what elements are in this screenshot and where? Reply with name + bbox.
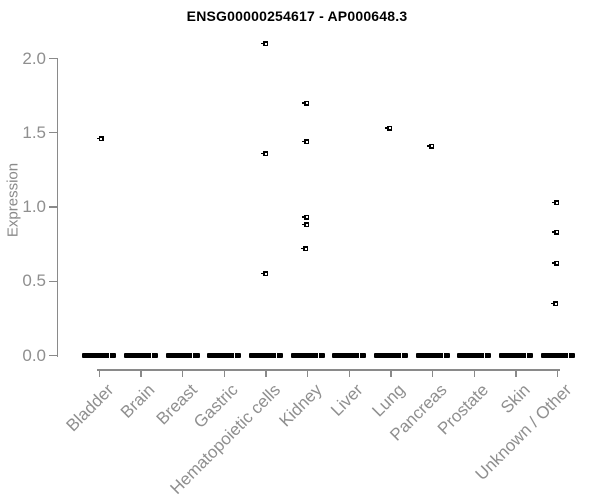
x-tick-mark: [223, 369, 225, 378]
zero-expression-cluster: [123, 353, 158, 358]
data-point: [552, 200, 560, 206]
x-tick-label: Kidney: [275, 380, 326, 431]
data-point: [302, 222, 310, 228]
x-tick-mark: [390, 369, 392, 378]
zero-expression-cluster: [457, 353, 492, 358]
y-tick-mark: [48, 280, 57, 282]
x-tick-label: Bladder: [62, 380, 118, 436]
y-tick-label: 0.0: [22, 345, 46, 365]
zero-expression-cluster: [248, 353, 283, 358]
y-tick-label: 2.0: [22, 48, 46, 68]
zero-expression-cluster: [165, 353, 200, 358]
data-point: [261, 151, 269, 157]
data-point: [302, 100, 310, 106]
data-point: [552, 260, 560, 266]
x-tick-mark: [265, 369, 267, 378]
data-point: [301, 246, 309, 252]
x-tick-mark: [140, 369, 142, 378]
chart-title: ENSG00000254617 - AP000648.3: [186, 8, 408, 24]
y-tick-label: 0.5: [22, 271, 46, 291]
data-point: [302, 214, 310, 220]
x-tick-mark: [515, 369, 517, 378]
data-point: [261, 41, 269, 47]
y-tick-mark: [48, 132, 57, 134]
x-tick-label: Skin: [496, 380, 534, 418]
y-tick-label: 1.5: [22, 122, 46, 142]
data-point: [261, 271, 269, 277]
x-tick-mark: [307, 369, 309, 378]
x-tick-mark: [348, 369, 350, 378]
x-tick-label: Liver: [327, 380, 368, 420]
x-tick-mark: [432, 369, 434, 378]
data-point: [551, 301, 559, 307]
y-tick-mark: [48, 354, 57, 357]
zero-expression-cluster: [373, 353, 408, 358]
zero-expression-cluster: [540, 353, 575, 358]
zero-expression-cluster: [207, 353, 242, 358]
zero-expression-cluster: [332, 353, 367, 358]
data-point: [96, 136, 104, 142]
y-axis-line: [56, 58, 58, 357]
zero-expression-cluster: [82, 353, 117, 358]
x-tick-mark: [557, 369, 559, 378]
data-point: [385, 125, 393, 131]
zero-expression-cluster: [499, 353, 533, 358]
y-tick-mark: [48, 206, 57, 208]
data-point: [552, 229, 560, 235]
x-tick-mark: [98, 369, 100, 378]
data-point: [302, 139, 310, 145]
x-tick-mark: [473, 369, 475, 378]
zero-expression-cluster: [415, 353, 450, 358]
zero-expression-cluster: [290, 353, 325, 358]
data-point: [427, 143, 435, 149]
x-axis-line: [97, 369, 560, 371]
y-tick-label: 1.0: [22, 197, 46, 216]
y-tick-mark: [48, 57, 57, 60]
x-tick-mark: [182, 369, 184, 378]
